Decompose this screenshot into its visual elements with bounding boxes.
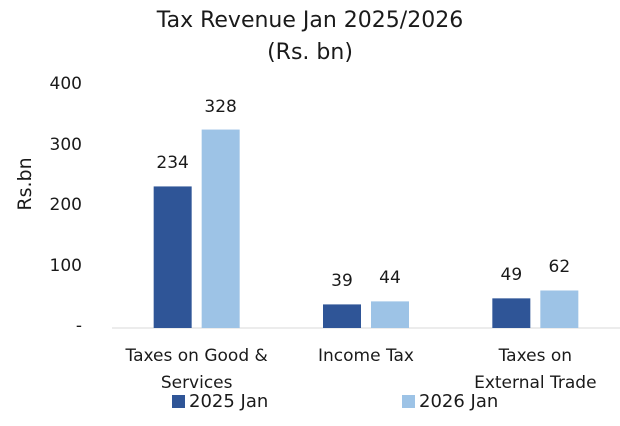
bar-2026-jan-1 <box>371 301 409 328</box>
data-label: 62 <box>548 257 571 278</box>
bar-2026-jan-2 <box>540 290 579 328</box>
data-label: 44 <box>379 268 401 289</box>
legend-swatch-2026 <box>402 395 415 408</box>
legend-item-2025: 2025 Jan <box>172 391 268 412</box>
y-tick-label: 200 <box>49 195 82 215</box>
legend-item-2026: 2026 Jan <box>402 391 498 412</box>
y-tick-label: - <box>75 316 82 336</box>
y-tick-label: 100 <box>49 255 82 276</box>
bar-2026-jan-0 <box>201 129 240 328</box>
data-label: 49 <box>500 265 523 286</box>
y-tick-label: 400 <box>49 74 82 94</box>
x-category-label: Taxes on Good & Services <box>125 346 268 393</box>
bar-2025-jan-1 <box>323 304 361 328</box>
data-label: 39 <box>331 271 353 292</box>
bar-2025-jan-2 <box>492 298 531 328</box>
data-label: 234 <box>156 153 189 174</box>
chart-subtitle: (Rs. bn) <box>267 40 353 65</box>
data-label: 328 <box>204 96 237 117</box>
chart-title: Tax Revenue Jan 2025/2026 <box>156 8 464 33</box>
legend-swatch-2025 <box>172 395 185 408</box>
x-category-label: Taxes on External Trade <box>474 346 597 393</box>
x-category-label: Income Tax <box>317 346 414 366</box>
bar-2025-jan-0 <box>153 186 192 328</box>
legend-label-2025: 2025 Jan <box>189 391 269 412</box>
y-tick-label: 300 <box>49 134 82 155</box>
legend-label-2026: 2026 Jan <box>419 391 499 412</box>
